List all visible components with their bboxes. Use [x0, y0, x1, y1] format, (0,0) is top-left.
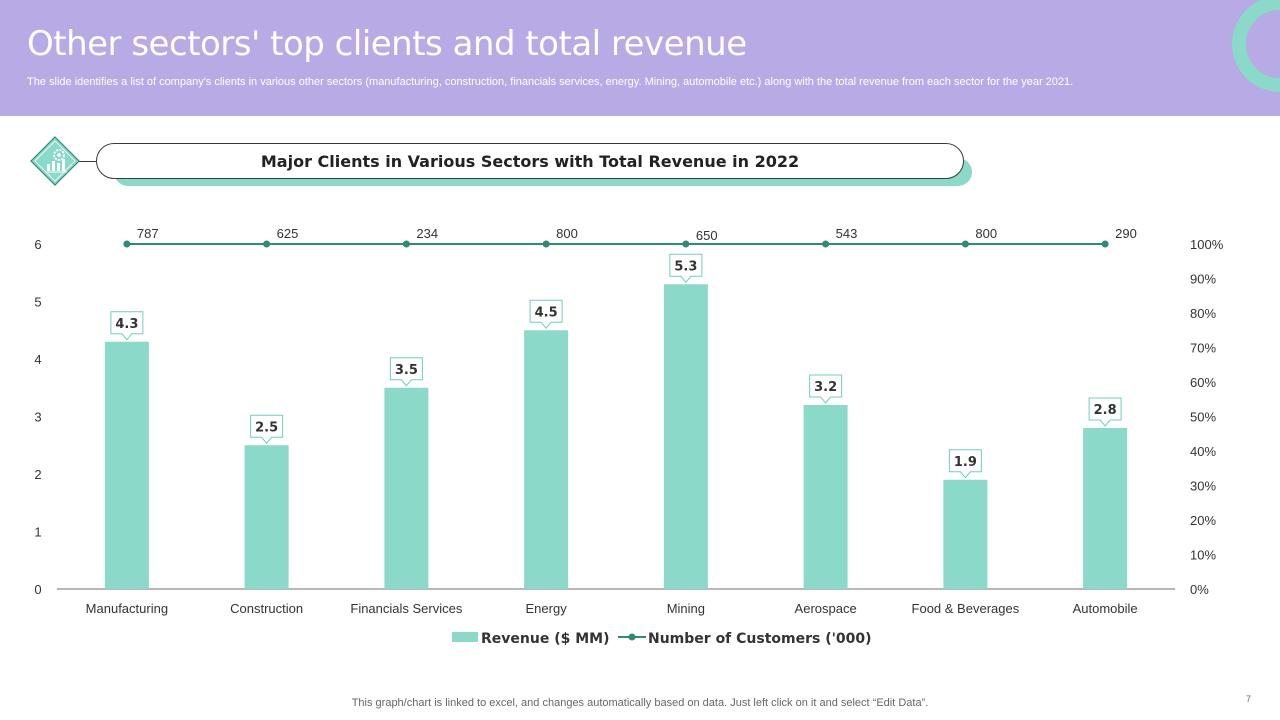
y-tick-label: 2 — [34, 467, 41, 482]
bar — [524, 330, 569, 589]
y2-tick-label: 30% — [1190, 479, 1216, 494]
bar-data-label: 2.5 — [255, 420, 278, 435]
line-data-label: 290 — [1115, 226, 1137, 241]
legend-swatch-revenue — [452, 632, 478, 642]
y2-tick-label: 40% — [1190, 444, 1216, 459]
line-data-label: 543 — [836, 226, 858, 241]
gear-bar-chart-icon — [30, 136, 80, 186]
y2-tick-label: 80% — [1190, 306, 1216, 321]
bar-label-callout — [110, 311, 144, 341]
bar-data-label: 1.9 — [954, 455, 977, 470]
bar-label-callout — [389, 357, 423, 387]
line-point — [1101, 240, 1109, 248]
line-data-label: 800 — [556, 226, 578, 241]
chart-banner: Major Clients in Various Sectors with To… — [96, 143, 964, 179]
legend-point-customers — [628, 633, 636, 641]
x-tick-label: Construction — [230, 601, 303, 616]
line-data-label: 625 — [277, 226, 299, 241]
y2-tick-label: 70% — [1190, 341, 1216, 356]
legend-label-customers: Number of Customers ('000) — [648, 631, 872, 647]
line-point — [542, 240, 550, 248]
y-tick-label: 0 — [34, 582, 41, 597]
y2-tick-label: 90% — [1190, 272, 1216, 287]
slide-title: Other sectors' top clients and total rev… — [27, 24, 747, 64]
y2-tick-label: 60% — [1190, 375, 1216, 390]
bar-label-callout — [669, 253, 703, 284]
footnote: This graph/chart is linked to excel, and… — [351, 697, 929, 709]
y2-tick-label: 0% — [1190, 582, 1209, 597]
x-tick-label: Mining — [667, 601, 705, 616]
bar — [803, 405, 848, 589]
bar — [1083, 428, 1128, 589]
bar-label-callout — [250, 414, 284, 445]
line-point — [123, 240, 131, 248]
bar-data-label: 3.2 — [814, 380, 837, 395]
x-tick-label: Financials Services — [350, 601, 462, 616]
revenue-chart: 01234560%10%20%30%40%50%60%70%80%90%100%… — [34, 226, 1224, 647]
y2-tick-label: 100% — [1190, 237, 1224, 252]
line-data-label: 234 — [416, 226, 438, 241]
bar-data-label: 4.5 — [535, 305, 558, 320]
line-point — [263, 240, 271, 248]
line-data-label: 650 — [696, 228, 718, 243]
line-point — [402, 240, 410, 248]
line-point — [682, 240, 690, 248]
line-data-label: 800 — [975, 226, 997, 241]
x-tick-label: Manufacturing — [86, 601, 168, 616]
line-point — [822, 240, 830, 248]
x-tick-label: Automobile — [1073, 601, 1138, 616]
bar-label-callout — [809, 374, 843, 404]
slide-subtitle: The slide identifies a list of company's… — [27, 76, 1074, 88]
y-tick-label: 6 — [34, 237, 41, 252]
bar-data-label: 3.5 — [395, 363, 418, 378]
bar-data-label: 2.8 — [1094, 403, 1117, 418]
y2-tick-label: 20% — [1190, 513, 1216, 528]
bar-data-label: 4.3 — [115, 317, 138, 332]
y2-tick-label: 10% — [1190, 548, 1216, 563]
bar-label-callout — [1088, 397, 1122, 427]
y2-tick-label: 50% — [1190, 410, 1216, 425]
x-tick-label: Food & Beverages — [912, 601, 1020, 616]
header-band: Other sectors' top clients and total rev… — [0, 0, 1280, 116]
page-number: 7 — [1246, 694, 1252, 704]
y-tick-label: 3 — [34, 410, 41, 425]
y-tick-label: 4 — [34, 352, 41, 367]
bar-data-label: 5.3 — [674, 259, 697, 274]
legend-label-revenue: Revenue ($ MM) — [481, 631, 609, 647]
bar — [663, 284, 708, 589]
banner-connector — [76, 161, 98, 162]
bar — [104, 341, 149, 589]
y-tick-label: 5 — [34, 295, 41, 310]
chart-title: Major Clients in Various Sectors with To… — [260, 151, 800, 171]
y-tick-label: 1 — [34, 525, 41, 540]
x-tick-label: Energy — [526, 601, 568, 616]
bar-label-callout — [529, 299, 563, 330]
bar — [943, 479, 988, 589]
line-point — [961, 240, 969, 248]
decorative-ring — [1232, 0, 1280, 92]
line-data-label: 787 — [137, 226, 159, 241]
bar-label-callout — [948, 449, 982, 479]
bar — [384, 387, 429, 589]
bar — [244, 445, 289, 589]
x-tick-label: Aerospace — [795, 601, 857, 616]
